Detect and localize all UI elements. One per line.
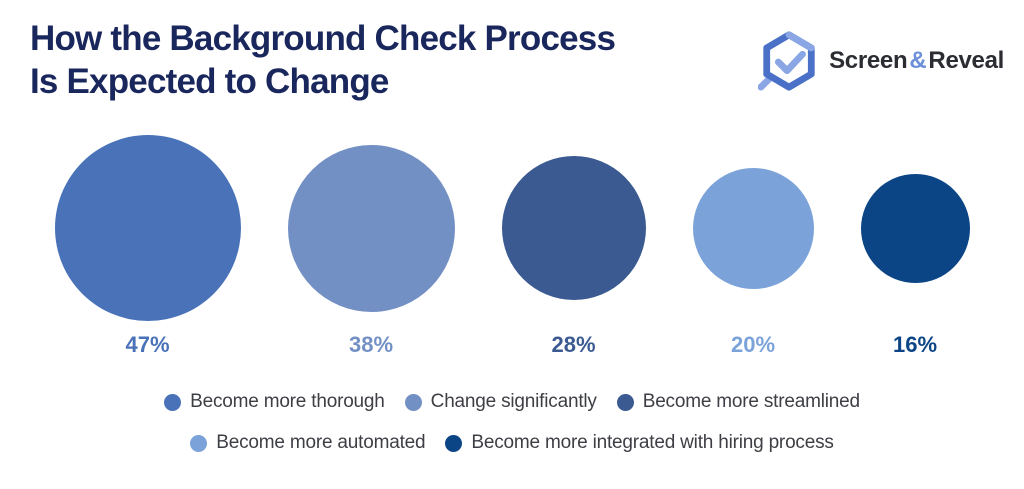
page-title-line2: Is Expected to Change (30, 61, 389, 101)
bubble-area (501, 130, 646, 326)
legend-dot-icon (190, 434, 208, 452)
bubble-area (54, 130, 241, 326)
legend-dot-icon (445, 434, 463, 452)
legend-dot-icon (164, 393, 182, 411)
bubble-circle (287, 144, 455, 312)
brand-name: Screen&Reveal (829, 47, 1004, 75)
bubble-circle (860, 173, 970, 283)
bubble-group: 20% (692, 130, 814, 357)
legend-label: Become more integrated with hiring proce… (471, 432, 834, 453)
bubble-value-label: 47% (125, 332, 170, 357)
bubble-group: 16% (860, 130, 970, 357)
brand-name-part2: Reveal (928, 47, 1004, 74)
legend-label: Become more automated (216, 432, 426, 453)
legend-item: Become more integrated with hiring proce… (445, 432, 834, 454)
legend-item: Become more streamlined (616, 391, 860, 413)
legend-label: Become more streamlined (642, 391, 860, 412)
bubble-value-label: 16% (892, 332, 938, 357)
bubble-value-label: 38% (348, 332, 394, 357)
legend-row: Become more thorough Change significantly… (164, 391, 860, 413)
bubble-row: 47% 38% 28% 20% 16% (0, 130, 1024, 357)
legend-item: Become more automated (190, 432, 426, 454)
legend-dot-icon (616, 393, 634, 411)
brand-logo: Screen&Reveal (758, 30, 1004, 92)
bubble-circle (54, 135, 241, 321)
legend-label: Become more thorough (190, 391, 385, 412)
bubble-area (287, 130, 455, 326)
page-title: How the Background Check Process Is Expe… (30, 18, 616, 103)
page-title-line1: How the Background Check Process (30, 19, 616, 58)
chart-legend: Become more thorough Change significantly… (0, 391, 1024, 454)
bubble-group: 28% (501, 130, 646, 357)
brand-name-part1: Screen (829, 47, 908, 74)
bubble-circle (501, 156, 646, 300)
bubble-group: 38% (287, 130, 455, 357)
legend-item: Become more thorough (164, 391, 385, 413)
bubble-area (860, 130, 970, 326)
legend-dot-icon (404, 393, 422, 411)
legend-item: Change significantly (404, 391, 597, 413)
bubble-group: 47% (54, 130, 241, 357)
brand-ampersand: & (909, 47, 927, 74)
bubble-area (692, 130, 814, 326)
bubble-value-label: 20% (730, 332, 776, 357)
hexagon-check-magnifier-icon (758, 30, 820, 92)
legend-row: Become more automated Become more integra… (190, 432, 834, 454)
bubble-value-label: 28% (551, 332, 596, 357)
legend-label: Change significantly (430, 391, 597, 412)
bubble-circle (692, 167, 814, 289)
